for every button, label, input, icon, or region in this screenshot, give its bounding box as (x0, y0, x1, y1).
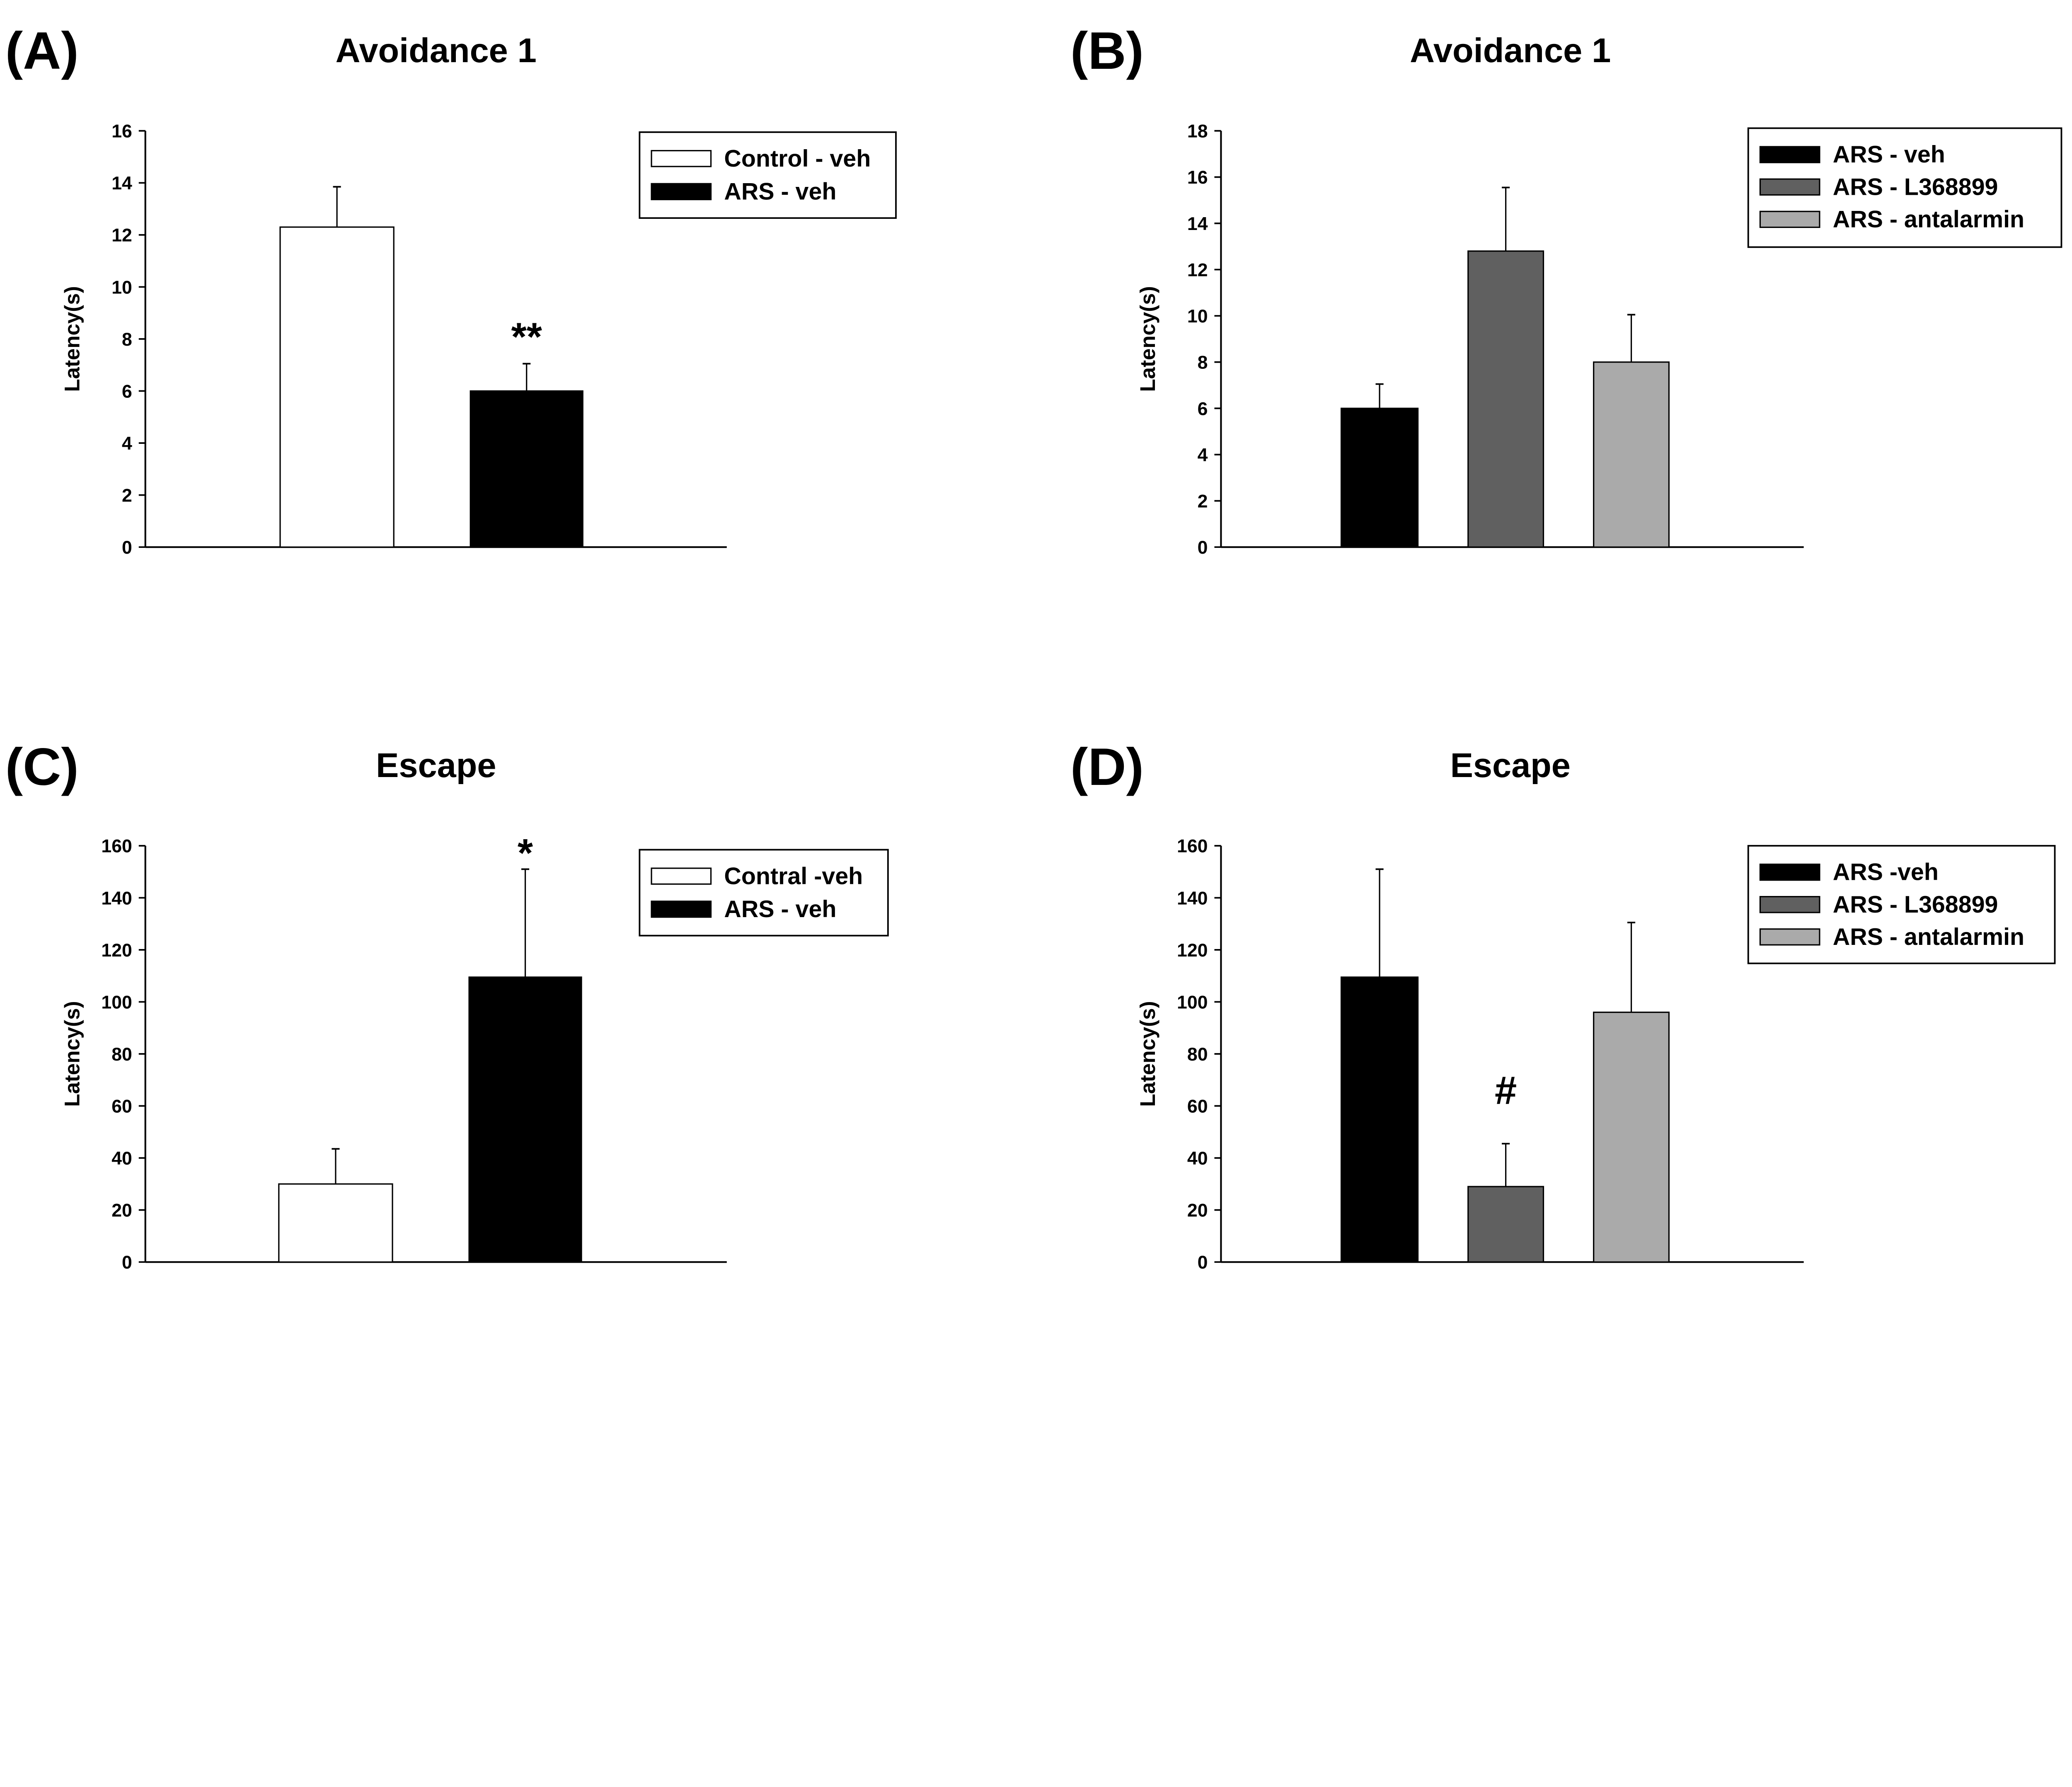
bar (470, 390, 583, 548)
y-tick-label: 140 (101, 888, 132, 908)
y-tick-label: 6 (1198, 399, 1208, 419)
y-tick-label: 20 (111, 1201, 132, 1221)
y-tick-label: 0 (1198, 1252, 1208, 1273)
significance-marker: ** (511, 315, 542, 359)
legend-label: ARS -veh (1833, 859, 1939, 886)
y-tick-label: 2 (1198, 491, 1208, 511)
legend-swatch (1759, 896, 1820, 913)
y-tick-label: 16 (1187, 167, 1208, 188)
chart-title: Avoidance 1 (1410, 31, 1611, 70)
y-tick-label: 0 (1198, 538, 1208, 558)
y-axis-label: Latency(s) (60, 286, 84, 392)
y-axis-label: Latency(s) (60, 1001, 84, 1107)
y-tick-label: 0 (122, 1252, 132, 1273)
figure: (A) Avoidance 1 0 2 4 6 8 10 12 14 16 Latency(s) ** C… (5, 22, 2062, 1273)
legend-swatch (1759, 211, 1820, 228)
legend: Contral -veh ARS - veh (639, 849, 889, 937)
y-tick-label: 0 (122, 538, 132, 558)
y-tick-label: 40 (111, 1148, 132, 1169)
y-axis-label: Latency(s) (1136, 286, 1159, 392)
bar (278, 1183, 393, 1263)
y-tick-label: 12 (111, 225, 132, 246)
bar (468, 976, 582, 1263)
legend-label: Contral -veh (724, 863, 863, 889)
legend-swatch (651, 183, 712, 201)
y-tick-label: 120 (101, 940, 132, 961)
panel-label: (A) (5, 22, 79, 80)
y-tick-label: 10 (1187, 306, 1208, 327)
legend: ARS - veh ARS - L368899 ARS - antalarmin (1747, 127, 2062, 248)
y-tick-label: 4 (122, 433, 132, 454)
panel-d: (D) Escape 0 20 40 60 80 100 120 140 160 Latency(s)… (1070, 738, 2056, 1273)
legend-swatch (1759, 928, 1820, 946)
y-tick-label: 2 (122, 486, 132, 506)
chart-title: Escape (1450, 746, 1571, 785)
y-tick-label: 6 (122, 381, 132, 402)
legend-label: ARS - veh (724, 896, 836, 923)
y-tick-label: 4 (1198, 445, 1208, 465)
legend-box (639, 131, 897, 219)
legend: ARS -veh ARS - L368899 ARS - antalarmin (1747, 845, 2056, 964)
significance-marker: * (518, 831, 533, 875)
y-tick-label: 120 (1177, 940, 1208, 961)
y-tick-label: 140 (1177, 888, 1208, 908)
bar (1340, 976, 1419, 1263)
y-tick-label: 40 (1187, 1148, 1208, 1169)
panel-c: (C) Escape 0 20 40 60 80 100 120 140 160 Latency(s)… (5, 738, 889, 1273)
y-tick-label: 14 (111, 173, 132, 194)
panel-b: (B) Avoidance 1 0 2 4 6 8 10 12 14 16 18 Latency(s) A… (1070, 22, 2062, 558)
y-tick-label: 160 (101, 836, 132, 857)
y-tick-label: 10 (111, 277, 132, 298)
legend-swatch (1759, 178, 1820, 196)
legend-swatch (651, 867, 712, 885)
y-tick-label: 60 (111, 1097, 132, 1117)
bar (1593, 361, 1670, 548)
y-tick-label: 80 (1187, 1044, 1208, 1065)
legend-box (639, 849, 889, 937)
y-tick-label: 16 (111, 121, 132, 142)
legend-swatch (1759, 146, 1820, 163)
legend-label: ARS - L368899 (1833, 174, 1998, 200)
y-tick-label: 8 (122, 329, 132, 350)
legend-label: ARS - antalarmin (1833, 924, 2024, 950)
bar (279, 226, 395, 548)
bar (1340, 407, 1419, 548)
bar (1593, 1011, 1670, 1263)
legend-swatch (1759, 863, 1820, 881)
legend: Control - veh ARS - veh (639, 131, 897, 219)
y-tick-label: 8 (1198, 353, 1208, 373)
y-tick-label: 14 (1187, 214, 1208, 234)
chart-title: Avoidance 1 (336, 31, 537, 70)
legend-label: ARS - veh (1833, 141, 1945, 168)
legend-label: ARS - veh (724, 179, 836, 205)
y-tick-label: 60 (1187, 1097, 1208, 1117)
y-tick-label: 100 (1177, 992, 1208, 1012)
y-tick-label: 12 (1187, 260, 1208, 280)
bar (1467, 250, 1544, 548)
chart-title: Escape (376, 746, 496, 785)
panel-a: (A) Avoidance 1 0 2 4 6 8 10 12 14 16 Latency(s) ** C… (5, 22, 897, 558)
significance-marker: # (1495, 1068, 1517, 1113)
y-axis-label: Latency(s) (1136, 1001, 1159, 1107)
legend-label: ARS - antalarmin (1833, 206, 2024, 232)
legend-swatch (651, 150, 712, 167)
y-tick-label: 20 (1187, 1201, 1208, 1221)
y-tick-label: 100 (101, 992, 132, 1012)
legend-label: ARS - L368899 (1833, 891, 1998, 918)
bar (1467, 1186, 1544, 1263)
legend-label: Control - veh (724, 145, 871, 172)
legend-swatch (651, 901, 712, 918)
panel-label: (B) (1070, 22, 1144, 80)
y-tick-label: 160 (1177, 836, 1208, 857)
panel-label: (D) (1070, 738, 1144, 797)
panel-label: (C) (5, 738, 79, 797)
y-tick-label: 80 (111, 1044, 132, 1065)
y-tick-label: 18 (1187, 121, 1208, 142)
